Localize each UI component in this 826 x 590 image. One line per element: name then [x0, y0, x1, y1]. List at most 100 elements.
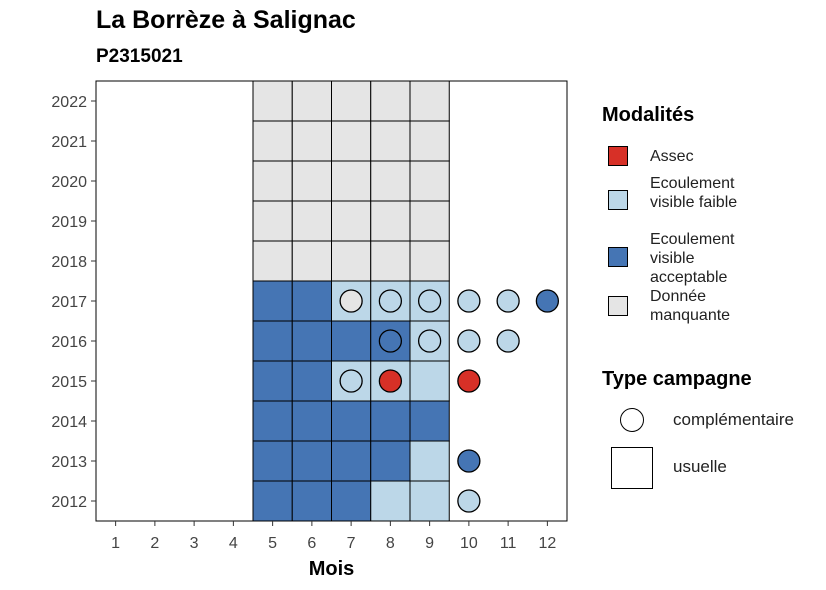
tile-2019-7: [331, 200, 372, 242]
legend-square-usuelle: [611, 447, 653, 489]
y-tick-label-2022: 2022: [51, 94, 87, 111]
point-2017-10: [457, 289, 481, 313]
tile-2017-5: [252, 280, 293, 322]
x-tick-label-1: 1: [111, 535, 120, 552]
tile-2020-5: [252, 160, 293, 202]
tile-2020-8: [370, 160, 411, 202]
tile-2022-6: [291, 80, 332, 122]
legend-label-faible: Ecoulement visible faible: [650, 175, 738, 211]
tile-2016-7: [331, 320, 372, 362]
tile-2012-7: [331, 480, 372, 522]
point-2015-8: [378, 369, 403, 393]
x-tick-label-10: 10: [460, 535, 478, 552]
tile-2013-9: [409, 440, 450, 482]
x-tick-label-5: 5: [268, 535, 277, 552]
tile-2018-9: [409, 240, 450, 282]
point-2015-10: [457, 369, 481, 393]
tile-2012-8: [370, 480, 411, 522]
tile-2015-9: [409, 360, 450, 402]
y-tick-label-2020: 2020: [51, 174, 87, 191]
tile-2013-5: [252, 440, 293, 482]
x-tick-label-9: 9: [425, 535, 434, 552]
tile-2016-6: [291, 320, 332, 362]
tile-2015-6: [291, 360, 332, 402]
legend-swatch-assec: [608, 146, 628, 166]
x-tick-label-12: 12: [538, 535, 556, 552]
legend-circle-complementaire: [620, 408, 644, 432]
legend-label-acceptable: Ecoulement visible acceptable: [650, 231, 735, 286]
tile-2014-6: [291, 400, 332, 442]
y-tick-label-2017: 2017: [51, 294, 87, 311]
legend-label-usuelle: usuelle: [673, 457, 727, 476]
point-2016-8: [378, 329, 403, 353]
tile-2019-6: [291, 200, 332, 242]
tile-2019-5: [252, 200, 293, 242]
y-tick-label-2018: 2018: [51, 254, 87, 271]
y-tick-label-2021: 2021: [51, 134, 87, 151]
tile-2012-9: [409, 480, 450, 522]
tile-2019-8: [370, 200, 411, 242]
y-tick-label-2015: 2015: [51, 374, 87, 391]
tile-2020-9: [409, 160, 450, 202]
tile-2014-5: [252, 400, 293, 442]
tile-2013-7: [331, 440, 372, 482]
legend-swatch-acceptable: [608, 247, 628, 267]
x-tick-label-3: 3: [190, 535, 199, 552]
x-tick-label-7: 7: [347, 535, 356, 552]
legend-label-manquante: Donnée manquante: [650, 288, 731, 324]
tile-2022-9: [409, 80, 450, 122]
chart-subtitle: P2315021: [96, 46, 183, 67]
tile-2016-5: [252, 320, 293, 362]
chart-title: La Borrèze à Salignac: [96, 6, 356, 34]
tile-2012-6: [291, 480, 332, 522]
legend-label-complementaire: complémentaire: [673, 410, 794, 429]
x-tick-label-6: 6: [307, 535, 316, 552]
tile-2021-8: [370, 120, 411, 162]
tile-2014-9: [409, 400, 450, 442]
point-2013-10: [457, 449, 481, 473]
tile-2020-7: [331, 160, 372, 202]
tile-2013-8: [370, 440, 411, 482]
point-2016-11: [496, 329, 520, 353]
tile-2013-6: [291, 440, 332, 482]
point-2015-7: [339, 369, 363, 393]
tile-2021-9: [409, 120, 450, 162]
tile-2022-5: [252, 80, 293, 122]
tile-2019-9: [409, 200, 450, 242]
x-tick-label-8: 8: [386, 535, 395, 552]
tile-2022-8: [370, 80, 411, 122]
y-tick-label-2016: 2016: [51, 334, 87, 351]
tile-2018-7: [331, 240, 372, 282]
point-2017-12: [535, 289, 560, 313]
x-axis-title: Mois: [309, 558, 355, 580]
point-2017-7: [339, 289, 363, 313]
tile-2018-5: [252, 240, 293, 282]
legend-modalites-title: Modalités: [602, 104, 695, 126]
tile-2018-8: [370, 240, 411, 282]
tile-2017-6: [291, 280, 332, 322]
x-tick-label-4: 4: [229, 535, 238, 552]
point-2017-11: [496, 289, 520, 313]
point-2017-8: [378, 289, 403, 313]
legend-swatch-faible: [608, 190, 628, 210]
point-2016-9: [417, 329, 442, 353]
tile-2021-5: [252, 120, 293, 162]
tile-2018-6: [291, 240, 332, 282]
tile-2021-6: [291, 120, 332, 162]
tile-2022-7: [331, 80, 372, 122]
tile-2021-7: [331, 120, 372, 162]
legend-type-campagne-title: Type campagne: [602, 368, 752, 390]
point-2012-10: [457, 489, 481, 513]
y-tick-label-2013: 2013: [51, 454, 87, 471]
x-tick-label-11: 11: [500, 535, 517, 552]
y-tick-label-2019: 2019: [51, 214, 87, 231]
point-2017-9: [417, 289, 442, 313]
point-2016-10: [457, 329, 481, 353]
y-tick-label-2012: 2012: [51, 494, 87, 511]
legend-label-assec: Assec: [650, 148, 694, 165]
tile-2020-6: [291, 160, 332, 202]
y-tick-label-2014: 2014: [51, 414, 87, 431]
legend-swatch-manquante: [608, 296, 628, 316]
tile-2012-5: [252, 480, 293, 522]
tile-2014-8: [370, 400, 411, 442]
